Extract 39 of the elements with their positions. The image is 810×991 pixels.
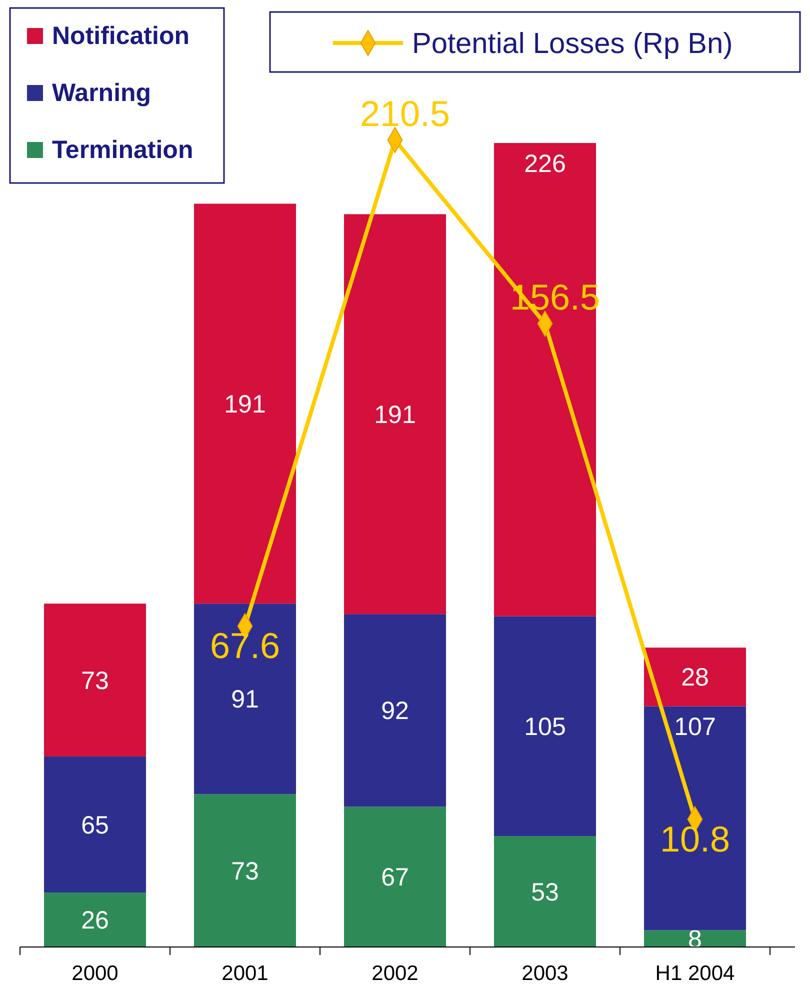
data-label: 10.8 bbox=[660, 818, 730, 860]
bar bbox=[44, 756, 146, 893]
data-label: 28 bbox=[681, 664, 709, 692]
data-label: 191 bbox=[224, 390, 266, 418]
legend-label: Warning bbox=[52, 79, 152, 107]
data-label: 107 bbox=[674, 712, 716, 741]
bar bbox=[494, 836, 596, 947]
data-label: 67.6 bbox=[210, 625, 280, 666]
data-label: 105 bbox=[524, 712, 566, 741]
data-label: 65 bbox=[81, 811, 109, 840]
x-tick-label: 2003 bbox=[522, 962, 568, 985]
data-label: 67 bbox=[381, 864, 409, 892]
data-label: 226 bbox=[524, 150, 566, 178]
x-tick-label: H1 2004 bbox=[655, 962, 736, 985]
bar bbox=[44, 892, 146, 947]
bar bbox=[344, 614, 446, 807]
bar bbox=[194, 604, 296, 794]
bar bbox=[344, 806, 446, 947]
data-label: 53 bbox=[531, 878, 559, 906]
data-label: 191 bbox=[374, 400, 416, 429]
data-label: 73 bbox=[231, 857, 259, 886]
legend-label: Potential Losses (Rp Bn) bbox=[412, 28, 733, 60]
data-label: 91 bbox=[231, 686, 259, 714]
x-tick-label: 2002 bbox=[372, 962, 418, 985]
x-tick-label: 2000 bbox=[72, 962, 118, 985]
bar bbox=[44, 604, 146, 756]
bar bbox=[194, 794, 296, 947]
legend-label: Notification bbox=[52, 22, 190, 50]
legend-label: Termination bbox=[52, 136, 194, 164]
x-tick-label: 2001 bbox=[222, 962, 268, 985]
bar bbox=[194, 204, 296, 604]
data-label: 26 bbox=[81, 906, 109, 935]
bar bbox=[494, 616, 596, 836]
data-label: 73 bbox=[81, 666, 109, 695]
bar bbox=[344, 214, 446, 614]
bar bbox=[644, 648, 746, 706]
data-label: 92 bbox=[381, 697, 409, 726]
data-label: 210.5 bbox=[360, 93, 450, 134]
bar bbox=[644, 706, 746, 930]
